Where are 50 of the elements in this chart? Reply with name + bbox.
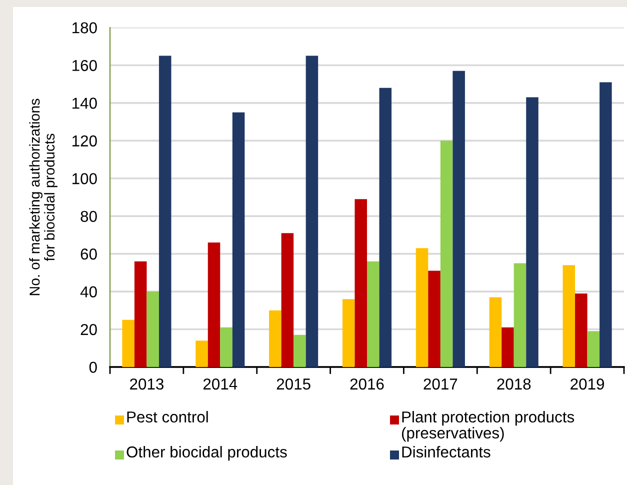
legend-label: Other biocidal products (126, 446, 287, 461)
bar (575, 293, 588, 367)
bar (379, 88, 392, 367)
y-tick-label: 20 (80, 324, 97, 336)
bar (367, 261, 380, 367)
x-tick-label: 2019 (570, 378, 604, 390)
bar (122, 320, 134, 367)
y-tick-label: 140 (72, 98, 97, 109)
bar (526, 97, 538, 367)
legend-label: Disinfectants (402, 446, 490, 458)
bar (208, 242, 220, 367)
y-tick-label: 60 (80, 248, 97, 260)
bar (600, 82, 612, 367)
x-tick-label: 2013 (130, 378, 164, 390)
bar (134, 261, 147, 367)
x-tick-label: 2015 (276, 378, 310, 390)
bar (294, 334, 306, 367)
bar (342, 299, 355, 367)
y-axis-title: No. of marketing authorizations for biocidal products (29, 98, 58, 296)
bar (416, 248, 428, 367)
bar (306, 56, 318, 367)
bar (196, 340, 208, 367)
y-tick-label: 160 (72, 60, 97, 72)
x-tick-label: 2018 (497, 378, 531, 390)
bar (269, 310, 282, 367)
bar (452, 70, 465, 367)
y-tick-label: 0 (89, 362, 97, 373)
y-tick-label: 80 (80, 210, 97, 222)
bar (440, 140, 453, 367)
y-tick-label: 40 (80, 286, 97, 298)
bar (489, 297, 502, 367)
bar (220, 327, 232, 367)
bar (232, 112, 245, 367)
x-tick-label: 2017 (424, 378, 458, 390)
x-tick-label: 2014 (203, 378, 238, 390)
bar (587, 331, 600, 367)
bar (562, 265, 576, 367)
bar (514, 263, 526, 367)
bar (354, 199, 367, 367)
bar (146, 292, 159, 367)
y-tick-label: 120 (72, 135, 97, 147)
legend-label: Pest control (127, 411, 208, 423)
bar (428, 270, 440, 367)
y-tick-label: 100 (72, 173, 97, 184)
x-tick-label: 2016 (350, 378, 384, 390)
bar (158, 56, 172, 367)
legend-label: Plant protection products (preservatives) (402, 411, 574, 442)
y-tick-label: 180 (72, 22, 97, 34)
bar (281, 233, 294, 367)
bar (502, 327, 514, 367)
